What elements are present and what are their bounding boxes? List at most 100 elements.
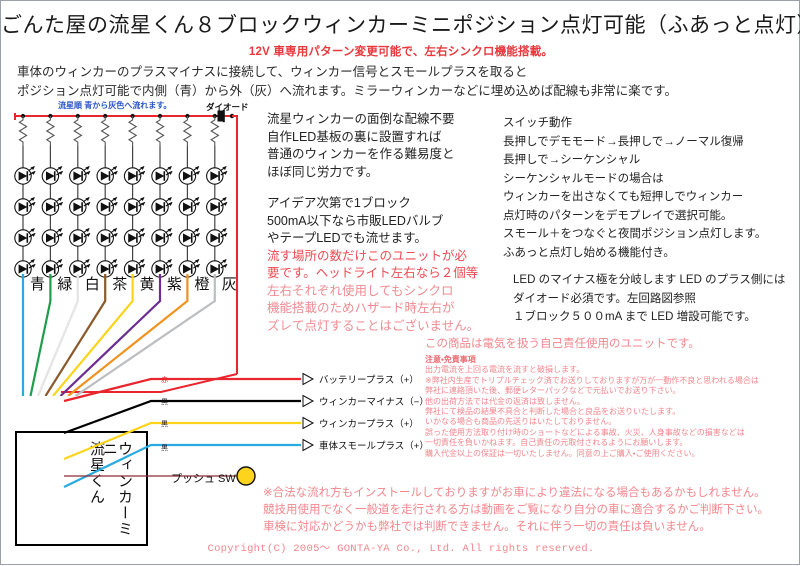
led-chain <box>29 113 64 396</box>
led-symbol <box>205 227 229 247</box>
output-wiring <box>63 372 315 488</box>
resistor-symbol <box>46 115 55 147</box>
caution-line: 出力電流を上回る電流を流すと破損します。 <box>425 365 585 375</box>
flow-order-note: 流星順 青から灰色へ流れます。 <box>58 101 172 110</box>
caution-line: 一切責任を負いかねます。自己責任の元取付されるようにお願いします。 <box>425 438 688 448</box>
led-symbol <box>205 196 229 217</box>
unit-box: 流星くん ウィンカーミニ <box>15 431 148 546</box>
switch-operation-heading: スイッチ動作 <box>503 117 572 129</box>
caution-line: 弊社にて検品の結果不具合と判断した場合と良品をお送りいたします。 <box>425 407 681 417</box>
switch-operation-line: 長押しで→シーケンシャル <box>503 154 641 166</box>
center-block-1: 流星ウィンカーの面倒な配線不要 自作LED基板の裏に設置すれば 普通のウィンカー… <box>267 111 492 181</box>
led-symbol <box>178 196 201 217</box>
resistor-symbol <box>101 115 110 147</box>
page-subtitle: 12V 車専用パターン変更可能で、左右シンクロ機能搭載。 <box>248 46 554 58</box>
led-symbol <box>14 227 37 247</box>
led-symbol <box>96 227 119 247</box>
caution-block: 注意・免責事項 出力電流を上回る電流を流すと破損します。 ※弊社内生産でトリプル… <box>425 355 797 459</box>
center-line: ほぼ同じ労力です。 <box>267 164 379 179</box>
led-chain <box>74 113 229 396</box>
intro-text: 車体のウィンカーのプラスマイナスに接続して、ウィンカー信号とスモールプラスを取る… <box>17 63 787 101</box>
intro-line-1: 車体のウィンカーのプラスマイナスに接続して、ウィンカー信号とスモールプラスを取る… <box>17 65 528 79</box>
wire-color-label-茶: 茶 <box>112 276 128 293</box>
led-symbol <box>41 165 64 186</box>
switch-operation-line: スモール＋をつなぐと夜間ポジション点灯します。 <box>503 228 767 240</box>
led-symbol <box>151 196 174 216</box>
output-lead-白 <box>36 274 80 396</box>
led-chain <box>44 113 119 396</box>
disclaimer-line: 車検に対応かどうかも弊社では判断できません。それに伴う一切の責任は負いません。 <box>263 521 711 533</box>
led-symbol <box>123 196 146 217</box>
center-line-red: 流す場所の数だけこのユニットが必 <box>267 248 468 263</box>
wire-color-label-青: 青 <box>30 276 46 293</box>
pin-label: 赤 <box>161 377 168 384</box>
center-line-pink: 機能搭載のためハザード時左右が <box>267 301 455 315</box>
output-wire <box>63 399 301 435</box>
pin-label: 黒 <box>161 421 168 428</box>
center-block-2: アイデア次第で1ブロック 500mA以下なら市販LEDバルブ やテープLEDでも… <box>267 195 492 335</box>
switch-operation-line: ふあっと点灯し始める機能付き。 <box>503 246 675 259</box>
caution-line: 他の出荷方法では代金の返済は致しません。 <box>425 396 585 406</box>
output-lead-紫 <box>59 274 162 396</box>
caution-line: 弊社に連絡頂いた後、郵便レターパックなどで元払いでお送り下さい。 <box>425 386 681 396</box>
switch-operation-line: ウィンカーを出さなくても短押しでウィンカー <box>503 191 744 203</box>
led-symbol <box>205 165 229 186</box>
caution-line: 誤った使用方法取り付け時のショートなどによる事故、火災、人身事故などの損害などは <box>425 427 745 437</box>
led-symbol <box>178 227 201 247</box>
led-note-line: LED のマイナス極を分岐します LED のプラス側には <box>513 274 786 286</box>
wire-color-label-紫: 紫 <box>167 276 183 293</box>
led-note: LED のマイナス極を分岐します LED のプラス側には ダイオード必須です。左… <box>513 271 799 327</box>
output-wire <box>63 443 301 488</box>
unit-box-line-1: 流星くん <box>88 441 105 505</box>
led-symbol <box>123 227 146 247</box>
arrow-icon <box>302 372 315 386</box>
diode-label: ダイオード <box>206 102 249 112</box>
output-wire <box>63 421 301 461</box>
output-label: 車体スモールプラス（+） <box>319 441 429 452</box>
center-line-red: 要です。ヘッドライト左右なら２個等 <box>267 266 479 280</box>
copyright-text: Copyright(C) 2005～ GONTA-YA Co., Ltd. Al… <box>207 543 595 555</box>
led-symbol <box>68 196 92 217</box>
center-description: 流星ウィンカーの面倒な配線不要 自作LED基板の裏に設置すれば 普通のウィンカー… <box>267 111 492 335</box>
led-symbol <box>178 165 201 186</box>
led-chain <box>36 113 92 396</box>
pin-label: 黒 <box>161 399 168 406</box>
wire-color-label-橙: 橙 <box>194 276 210 293</box>
center-line: やテープLEDでも流せます。 <box>267 231 427 245</box>
output-lead-橙 <box>67 274 189 396</box>
disclaimer-line: 競技用使用でなく一般道を走行される方は動画をご覧になり自分の車に適合するかご判断… <box>263 504 769 516</box>
led-symbol <box>68 227 92 247</box>
wire-color-label-緑: 緑 <box>57 276 73 293</box>
arrow-icon <box>302 394 315 408</box>
push-switch-button[interactable] <box>236 466 256 486</box>
led-symbol <box>41 227 64 247</box>
output-label: ウィンカーマイナス（−） <box>319 397 429 408</box>
led-symbol <box>14 165 37 185</box>
center-line: 自作LED基板の裏に設置すれば <box>267 129 442 144</box>
caution-line: 購入代金以上の保証は一切いたしません。同意の上ご購入・ご使用ください。 <box>425 448 700 458</box>
wire-color-label-黄: 黄 <box>139 276 155 293</box>
output-wire <box>63 377 301 403</box>
led-symbol <box>68 165 92 186</box>
switch-operation-description: スイッチ動作 長押しでデモモード→長押しで→ノーマル復帰 長押しで→シーケンシャ… <box>503 114 799 327</box>
resistor-symbol <box>183 115 192 147</box>
output-lead-茶 <box>44 274 107 396</box>
spacer <box>503 262 799 271</box>
led-symbol <box>151 227 174 247</box>
resistor-symbol <box>18 115 28 147</box>
legal-disclaimer: ※合法な流れ方もインストールしておりますがお車により違法になる場合もあるかもしれ… <box>263 485 797 536</box>
push-switch-label[interactable]: プッシュ SW <box>171 473 236 485</box>
caution-line: いかなる場合も商品の先送りはいたしておりません。 <box>425 417 617 427</box>
wire-color-label-灰: 灰 <box>221 276 237 293</box>
led-chain <box>59 113 174 396</box>
led-chain <box>52 113 146 396</box>
output-label: ウィンカープラス（+） <box>319 419 419 430</box>
switch-operation-line: 点灯時のパターンをデモプレイで選択可能。 <box>503 209 733 222</box>
led-symbol <box>41 196 64 217</box>
center-line: 500mA以下なら市販LEDバルブ <box>267 213 444 228</box>
resistor-symbol <box>210 115 219 147</box>
output-lead-灰 <box>74 274 216 396</box>
wire-color-label-白: 白 <box>84 276 100 293</box>
output-lead-黄 <box>52 274 134 396</box>
led-chain <box>14 113 37 396</box>
